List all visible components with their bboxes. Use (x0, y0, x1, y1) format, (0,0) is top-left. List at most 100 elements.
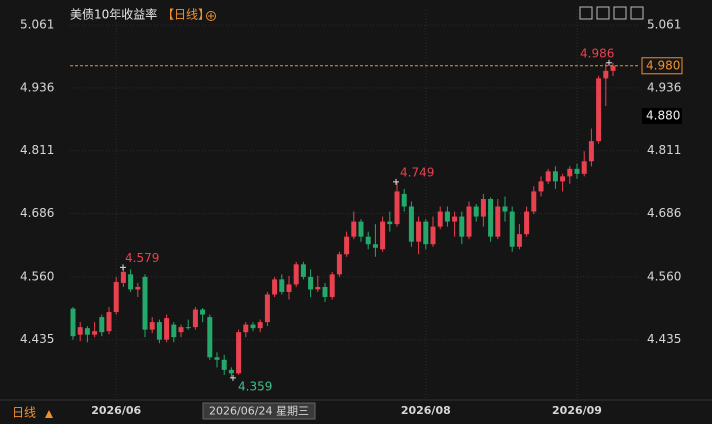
candle-body (272, 279, 278, 295)
candle-body (502, 206, 508, 212)
x-tick-label: 2026/09 (552, 404, 602, 417)
candle-body (358, 221, 364, 237)
annotation-label: 4.579 (125, 251, 159, 265)
candle-body (149, 322, 155, 330)
candle-body (394, 191, 400, 225)
candle-body (581, 161, 587, 174)
y-tick-label-right: 4.435 (647, 332, 681, 346)
annotation-label: 4.986 (580, 46, 614, 60)
candle-body (596, 78, 602, 142)
candle-body (120, 271, 126, 283)
candle-body (552, 171, 558, 182)
annotation-marker (393, 178, 399, 185)
add-icon[interactable] (206, 11, 216, 21)
candle-body (106, 312, 112, 332)
candle-body (531, 191, 537, 212)
y-tick-label: 4.686 (20, 206, 54, 220)
candle-body (365, 236, 371, 245)
candle-body (286, 284, 292, 292)
candle-body (99, 317, 105, 333)
footer-period: 日线 (12, 406, 36, 420)
y-tick-label: 4.435 (20, 332, 54, 346)
candle-body (416, 221, 422, 242)
candle-body (207, 317, 213, 358)
candle-body (70, 308, 76, 337)
candle-body (156, 322, 162, 340)
candle-body (516, 234, 522, 247)
y-tick-label: 4.936 (20, 80, 54, 94)
candle-body (452, 216, 458, 222)
candle-body (488, 198, 494, 237)
candle-body (135, 286, 141, 290)
candle-body (387, 221, 393, 225)
tool-icon[interactable] (630, 6, 644, 20)
candle-body (380, 221, 386, 250)
toolbar (579, 6, 644, 20)
tool-icon[interactable] (613, 6, 627, 20)
last-price-label: 4.980 (646, 58, 680, 72)
candle-body (142, 276, 148, 330)
candle-body (430, 226, 436, 245)
candle-body (192, 309, 198, 328)
candle-body (524, 211, 530, 235)
candle-body (473, 206, 479, 217)
candle-body (610, 65, 616, 71)
cursor-label: 2026/06/24 星期三 (209, 405, 309, 418)
candle-body (315, 286, 321, 290)
candle-body (185, 327, 191, 329)
x-tick-label: 2026/06 (91, 404, 141, 417)
candle-body (113, 281, 119, 313)
y-tick-label-right: 4.811 (647, 143, 681, 157)
candle-body (92, 331, 98, 335)
candle-body (588, 141, 594, 162)
candle-body (84, 328, 90, 335)
tool-icon[interactable] (596, 6, 610, 20)
candle-body (322, 286, 328, 297)
period-toggle[interactable] (45, 410, 53, 418)
annotation-label: 4.749 (400, 165, 434, 179)
last-price-box (641, 57, 683, 75)
candle-body (459, 216, 465, 237)
chart-title: 美债10年收益率 (70, 7, 157, 22)
candle-body (164, 318, 170, 340)
candle-body (250, 324, 256, 329)
candle-body (408, 206, 414, 242)
add-icon-cross (208, 13, 214, 19)
candle-body (509, 211, 515, 247)
candle-body (279, 279, 285, 292)
candle-body (228, 369, 234, 374)
candle-body (200, 309, 206, 315)
candle-body (236, 332, 242, 374)
candle-body (329, 274, 335, 297)
y-tick-label: 4.560 (20, 269, 54, 283)
candle-body (214, 357, 220, 360)
y-tick-label: 4.811 (20, 143, 54, 157)
candle-body (574, 168, 580, 174)
candle-body (567, 168, 573, 177)
candle-body (444, 211, 450, 222)
candle-body (293, 264, 299, 285)
annotation-marker (606, 59, 612, 66)
period-label: 【日线】 (162, 8, 210, 22)
candle-body (351, 221, 357, 237)
candle-body (300, 264, 306, 277)
candle-body (257, 322, 263, 329)
tool-icon[interactable] (579, 6, 593, 20)
candle-body (372, 244, 378, 248)
side-price-box (642, 108, 682, 125)
candle-body (423, 221, 429, 245)
candle-body (603, 70, 609, 79)
candle-body (344, 236, 350, 255)
candle-body (538, 181, 544, 192)
cursor-box (202, 402, 316, 420)
candle-body (308, 276, 314, 290)
candle-body (243, 324, 249, 333)
candle-body (77, 327, 83, 335)
annotation-label: 4.359 (238, 379, 272, 393)
y-tick-label-right: 5.061 (647, 18, 681, 32)
candle-body (178, 327, 184, 333)
candle-body (264, 294, 270, 323)
y-tick-label: 5.061 (20, 18, 54, 32)
candle-body (560, 176, 566, 182)
